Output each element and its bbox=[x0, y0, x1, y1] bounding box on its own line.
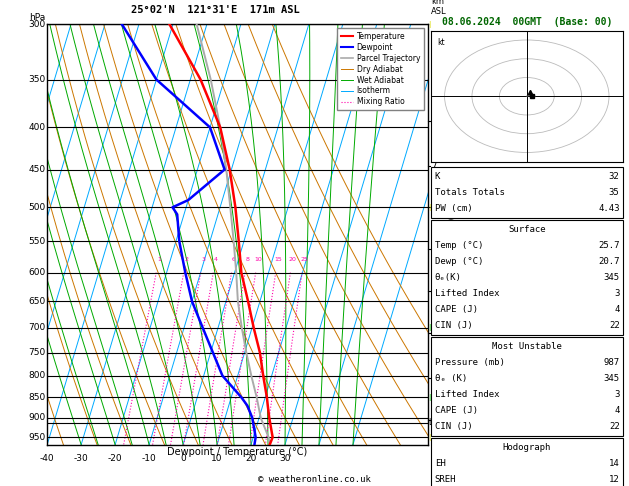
Text: Lifted Index: Lifted Index bbox=[435, 390, 499, 399]
Text: 20: 20 bbox=[289, 257, 296, 262]
Text: 700: 700 bbox=[28, 323, 45, 332]
Text: km
ASL: km ASL bbox=[431, 0, 447, 16]
Text: 3: 3 bbox=[201, 257, 205, 262]
Text: Pressure (mb): Pressure (mb) bbox=[435, 358, 504, 367]
Text: 4: 4 bbox=[431, 287, 437, 295]
Text: 4.43: 4.43 bbox=[598, 204, 620, 213]
Text: 750: 750 bbox=[28, 348, 45, 357]
Text: 25.7: 25.7 bbox=[598, 241, 620, 250]
Text: 32: 32 bbox=[609, 172, 620, 181]
Legend: Temperature, Dewpoint, Parcel Trajectory, Dry Adiabat, Wet Adiabat, Isotherm, Mi: Temperature, Dewpoint, Parcel Trajectory… bbox=[338, 28, 424, 110]
Text: |: | bbox=[428, 434, 430, 441]
X-axis label: Dewpoint / Temperature (°C): Dewpoint / Temperature (°C) bbox=[167, 448, 308, 457]
Text: 2: 2 bbox=[431, 373, 437, 382]
Text: Totals Totals: Totals Totals bbox=[435, 188, 504, 197]
Text: |: | bbox=[428, 324, 430, 331]
Text: 7: 7 bbox=[431, 161, 437, 170]
Text: kt: kt bbox=[438, 38, 445, 48]
Text: 20: 20 bbox=[245, 454, 257, 463]
Text: hPa: hPa bbox=[29, 13, 45, 22]
Text: 650: 650 bbox=[28, 297, 45, 306]
Text: 12: 12 bbox=[609, 475, 620, 484]
Text: K: K bbox=[435, 172, 440, 181]
Text: 30: 30 bbox=[279, 454, 291, 463]
Text: 3: 3 bbox=[614, 390, 620, 399]
Text: 20.7: 20.7 bbox=[598, 257, 620, 266]
Text: 4: 4 bbox=[614, 305, 620, 314]
Text: 850: 850 bbox=[28, 393, 45, 402]
Text: 350: 350 bbox=[28, 75, 45, 84]
Text: Surface: Surface bbox=[508, 225, 545, 234]
Text: 3: 3 bbox=[614, 289, 620, 298]
Text: SREH: SREH bbox=[435, 475, 456, 484]
Text: Mixing Ratio (g/kg): Mixing Ratio (g/kg) bbox=[448, 195, 457, 274]
Text: Hodograph: Hodograph bbox=[503, 443, 551, 452]
Text: 35: 35 bbox=[609, 188, 620, 197]
Text: Lifted Index: Lifted Index bbox=[435, 289, 499, 298]
Text: Temp (°C): Temp (°C) bbox=[435, 241, 483, 250]
Text: 25°02'N  121°31'E  171m ASL: 25°02'N 121°31'E 171m ASL bbox=[131, 4, 300, 15]
Text: 300: 300 bbox=[28, 20, 45, 29]
Text: θₑ(K): θₑ(K) bbox=[435, 273, 462, 282]
Text: θₑ (K): θₑ (K) bbox=[435, 374, 467, 383]
Text: |: | bbox=[428, 204, 430, 211]
Text: 10: 10 bbox=[211, 454, 223, 463]
Text: © weatheronline.co.uk: © weatheronline.co.uk bbox=[258, 474, 371, 484]
Text: CIN (J): CIN (J) bbox=[435, 321, 472, 330]
Text: LCL: LCL bbox=[428, 418, 442, 427]
Text: 987: 987 bbox=[603, 358, 620, 367]
Text: CIN (J): CIN (J) bbox=[435, 422, 472, 431]
Text: 900: 900 bbox=[28, 414, 45, 422]
Text: 550: 550 bbox=[28, 237, 45, 246]
Text: 0: 0 bbox=[181, 454, 186, 463]
Text: 08.06.2024  00GMT  (Base: 00): 08.06.2024 00GMT (Base: 00) bbox=[442, 17, 612, 27]
Text: 1: 1 bbox=[431, 416, 437, 424]
Text: 345: 345 bbox=[603, 374, 620, 383]
Text: 600: 600 bbox=[28, 268, 45, 277]
Text: Dewp (°C): Dewp (°C) bbox=[435, 257, 483, 266]
Text: CAPE (J): CAPE (J) bbox=[435, 305, 477, 314]
Text: |: | bbox=[428, 21, 430, 28]
Text: |: | bbox=[428, 394, 430, 401]
Text: 25: 25 bbox=[300, 257, 308, 262]
Text: -30: -30 bbox=[74, 454, 89, 463]
Text: 8: 8 bbox=[245, 257, 249, 262]
Text: 6: 6 bbox=[232, 257, 236, 262]
Text: 4: 4 bbox=[214, 257, 218, 262]
Text: 345: 345 bbox=[603, 273, 620, 282]
Text: 400: 400 bbox=[28, 123, 45, 132]
Text: 5: 5 bbox=[431, 244, 437, 254]
Text: EH: EH bbox=[435, 459, 445, 468]
Text: 22: 22 bbox=[609, 422, 620, 431]
Text: 10: 10 bbox=[254, 257, 262, 262]
Text: 4: 4 bbox=[614, 406, 620, 415]
Text: 500: 500 bbox=[28, 203, 45, 212]
Text: PW (cm): PW (cm) bbox=[435, 204, 472, 213]
Text: -20: -20 bbox=[108, 454, 123, 463]
Text: 8: 8 bbox=[431, 117, 437, 125]
Text: 3: 3 bbox=[431, 329, 437, 337]
Text: 800: 800 bbox=[28, 371, 45, 380]
Text: 950: 950 bbox=[28, 433, 45, 442]
Text: 2: 2 bbox=[184, 257, 188, 262]
Text: 14: 14 bbox=[609, 459, 620, 468]
Text: CAPE (J): CAPE (J) bbox=[435, 406, 477, 415]
Text: 450: 450 bbox=[28, 165, 45, 174]
Text: 22: 22 bbox=[609, 321, 620, 330]
Text: 1: 1 bbox=[157, 257, 161, 262]
Text: Most Unstable: Most Unstable bbox=[492, 342, 562, 351]
Text: -10: -10 bbox=[142, 454, 157, 463]
Text: -40: -40 bbox=[40, 454, 55, 463]
Text: 6: 6 bbox=[431, 203, 437, 212]
Text: 15: 15 bbox=[274, 257, 282, 262]
